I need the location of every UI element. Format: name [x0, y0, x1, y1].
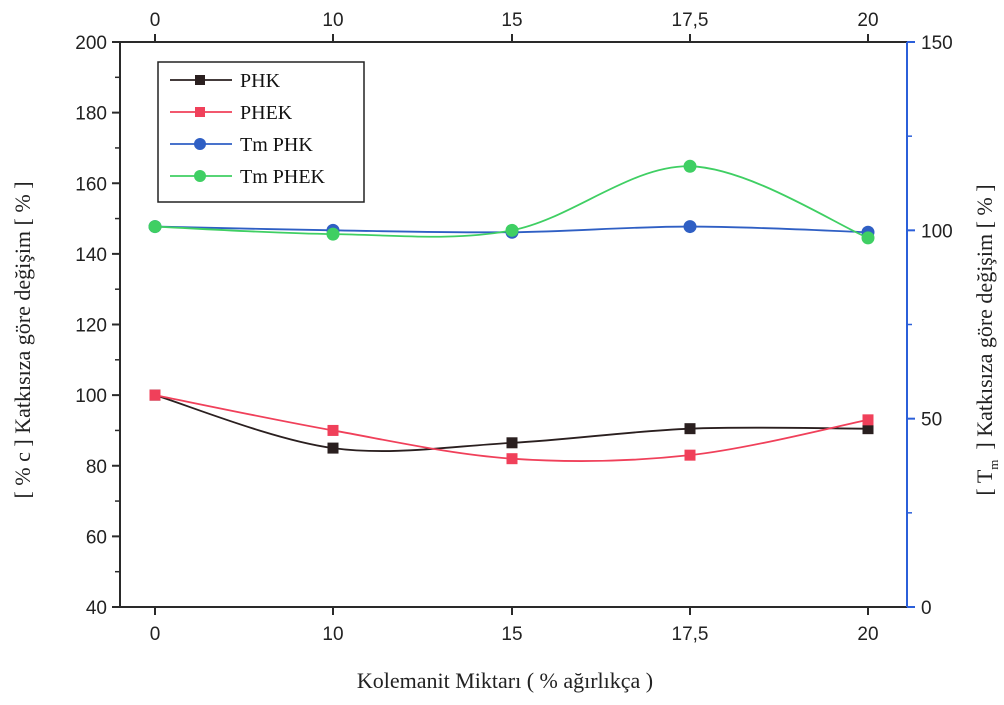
data-point-phk [506, 437, 518, 449]
legend-marker-tm-phk [194, 138, 206, 150]
y-tick-label-right: 0 [921, 598, 932, 619]
y-tick-label-right: 100 [921, 221, 953, 242]
x-tick-label-top: 17,5 [672, 10, 709, 31]
y-tick-label-left: 80 [86, 457, 107, 478]
data-point-phk [327, 442, 339, 454]
y-tick-label-right: 50 [921, 410, 942, 431]
x-tick-label-top: 15 [501, 10, 522, 31]
x-tick-label-bottom: 10 [322, 624, 343, 645]
y-tick-label-left: 200 [75, 33, 107, 54]
x-tick-label-bottom: 0 [150, 624, 161, 645]
legend-box [157, 61, 365, 203]
y-tick-label-left: 100 [75, 386, 107, 407]
x-axis-title: Kolemanit Miktarı ( % ağırlıkça ) [357, 668, 653, 693]
x-tick-label-bottom: 17,5 [672, 624, 709, 645]
data-point-tm-phek [326, 227, 340, 241]
y-tick-label-left: 140 [75, 245, 107, 266]
data-point-tm-phek [148, 220, 162, 234]
data-point-phek [506, 453, 518, 465]
legend-label-phek: PHEK [240, 102, 293, 124]
data-point-phek [862, 414, 874, 426]
legend-marker-phek [195, 107, 205, 117]
data-point-phk [684, 423, 696, 435]
data-point-phek [149, 389, 161, 401]
y-tick-label-left: 160 [75, 174, 107, 195]
data-point-phek [684, 449, 696, 461]
data-point-tm-phek [683, 159, 697, 173]
legend-label-tm-phek: Tm PHEK [240, 166, 326, 188]
y-tick-label-left: 60 [86, 527, 107, 548]
legend-label-tm-phk: Tm PHK [240, 134, 313, 156]
data-point-tm-phek [861, 231, 875, 245]
y-tick-label-left: 120 [75, 316, 107, 337]
x-tick-label-top: 20 [857, 10, 878, 31]
y-axis-title-right: [ Tm ] Katkısıza göre değişim [ % ] [972, 184, 1001, 495]
curves-layer [154, 165, 869, 462]
x-tick-label-bottom: 15 [501, 624, 522, 645]
data-point-tm-phek [505, 223, 519, 237]
y-axis-title-right-subscript: m [986, 460, 1001, 470]
data-point-tm-phk [683, 220, 697, 234]
x-tick-label-top: 10 [322, 10, 343, 31]
data-point-phek [327, 424, 339, 436]
y-tick-label-right: 150 [921, 33, 953, 54]
y-axis-title-right-head: [ T [972, 469, 997, 495]
y-axis-title-right-group: [ Tm ] Katkısıza göre değişim [ % ] [972, 184, 1001, 495]
data-point-phk [862, 423, 874, 435]
x-tick-label-top: 0 [150, 10, 161, 31]
legend: PHK PHEK Tm PHK Tm PHEK [157, 61, 365, 203]
legend-marker-tm-phek [194, 170, 206, 182]
y-tick-label-left: 40 [86, 598, 107, 619]
y-axis-title-right-tail: ] Katkısıza göre değişim [ % ] [972, 184, 997, 449]
y-axis-title-left: [ % c ] Katkısıza göre değişim [ % ] [10, 181, 35, 498]
marks-layer [148, 159, 875, 465]
legend-marker-phk [195, 75, 205, 85]
y-tick-label-left: 180 [75, 104, 107, 125]
x-tick-label-bottom: 20 [857, 624, 878, 645]
legend-label-phk: PHK [240, 70, 281, 92]
